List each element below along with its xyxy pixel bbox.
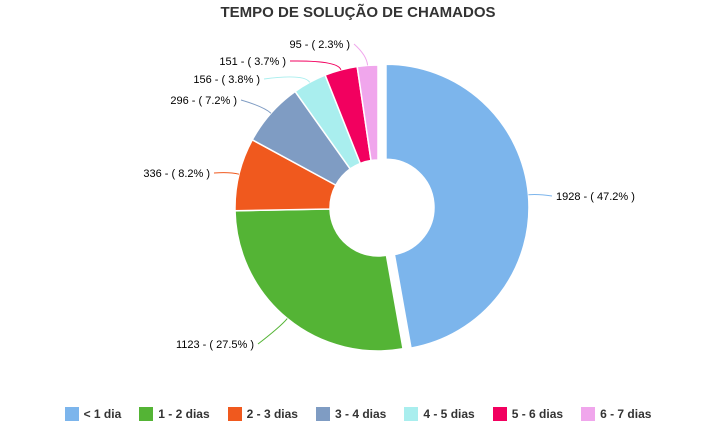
chart-title: TEMPO DE SOLUÇÃO DE CHAMADOS xyxy=(220,4,496,21)
legend-label: 4 - 5 dias xyxy=(423,407,475,421)
legend-item-5[interactable]: 4 - 5 dias xyxy=(404,407,475,421)
legend: < 1 dia 1 - 2 dias 2 - 3 dias 3 - 4 dias 4 -… xyxy=(0,407,716,421)
pie-slice-2[interactable] xyxy=(234,208,404,352)
legend-swatch xyxy=(492,407,507,421)
connector-line-6 xyxy=(289,60,342,71)
connector-line-5 xyxy=(263,76,311,83)
data-label-1: 1928 - ( 47.2% ) xyxy=(556,191,635,203)
pie-slice-1[interactable] xyxy=(385,63,530,349)
legend-item-3[interactable]: 2 - 3 dias xyxy=(227,407,298,421)
connector-line-4 xyxy=(240,99,272,114)
legend-label: 6 - 7 dias xyxy=(600,407,652,421)
legend-swatch xyxy=(581,407,596,421)
legend-swatch xyxy=(227,407,242,421)
data-label-2: 1123 - ( 27.5% ) xyxy=(176,339,254,351)
data-label-6: 151 - ( 3.7% ) xyxy=(219,56,286,68)
legend-swatch xyxy=(64,407,79,421)
connector-line-3 xyxy=(213,172,240,175)
data-label-4: 296 - ( 7.2% ) xyxy=(170,95,237,107)
legend-item-4[interactable]: 3 - 4 dias xyxy=(315,407,387,421)
legend-item-7[interactable]: 6 - 7 dias xyxy=(581,407,651,421)
pie-slice-7[interactable] xyxy=(356,64,379,162)
data-label-3: 336 - ( 8.2% ) xyxy=(143,168,210,180)
legend-label: 5 - 6 dias xyxy=(511,407,564,421)
connector-line-1 xyxy=(528,193,553,197)
connector-line-7 xyxy=(353,43,369,66)
legend-item-1[interactable]: < 1 dia xyxy=(64,407,122,421)
data-label-5: 156 - ( 3.8% ) xyxy=(193,74,260,86)
data-label-7: 95 - ( 2.3% ) xyxy=(289,39,350,51)
connector-line-2 xyxy=(257,318,288,345)
legend-label: < 1 dia xyxy=(83,407,122,421)
legend-swatch xyxy=(315,407,330,421)
legend-label: 3 - 4 dias xyxy=(334,407,387,421)
legend-label: 2 - 3 dias xyxy=(246,407,298,421)
legend-label: 1 - 2 dias xyxy=(158,407,210,421)
legend-swatch xyxy=(404,407,419,421)
legend-item-2[interactable]: 1 - 2 dias xyxy=(139,407,210,421)
legend-item-6[interactable]: 5 - 6 dias xyxy=(492,407,564,421)
legend-swatch xyxy=(139,407,154,421)
